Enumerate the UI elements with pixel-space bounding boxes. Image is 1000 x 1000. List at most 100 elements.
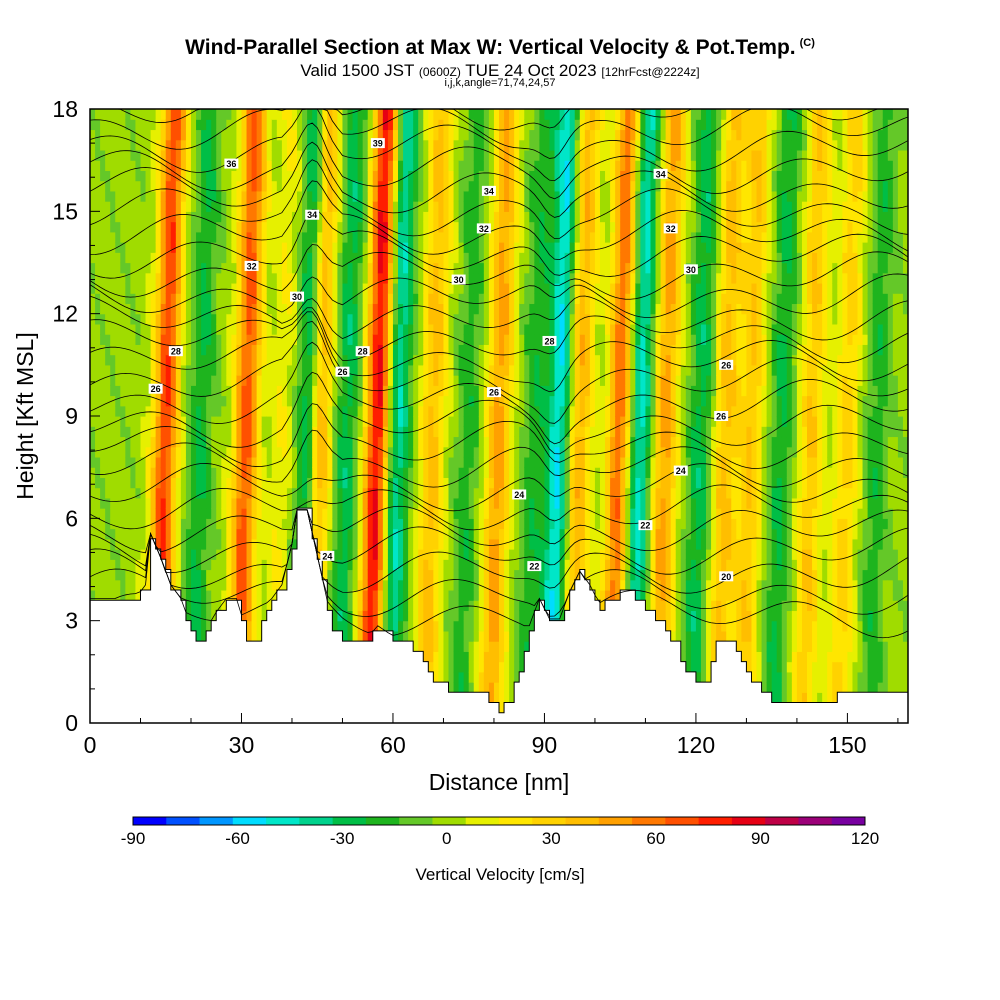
velocity-cell [337,211,344,223]
velocity-cell [418,416,424,427]
velocity-cell [307,416,313,427]
velocity-cell [160,508,167,519]
velocity-cell [271,375,278,386]
velocity-cell [130,416,137,427]
velocity-cell [95,559,101,571]
velocity-cell [332,293,339,305]
velocity-cell [428,446,434,458]
velocity-cell [281,508,288,519]
velocity-cell [443,456,450,468]
velocity-cell [281,549,288,560]
velocity-cell [367,508,374,519]
velocity-cell [478,344,485,356]
velocity-cell [95,549,101,560]
velocity-cell [185,385,192,397]
velocity-cell [423,109,429,120]
velocity-cell [120,201,126,212]
velocity-cell [221,119,227,131]
velocity-cell [453,344,460,356]
velocity-cell [216,487,222,499]
velocity-cell [458,682,465,693]
velocity-cell [418,242,424,253]
velocity-cell [473,231,480,243]
velocity-cell [403,293,409,305]
velocity-cell [100,518,106,530]
velocity-cell [423,293,429,305]
velocity-cell [342,508,349,519]
velocity-cell [377,538,384,550]
velocity-cell [352,180,359,192]
velocity-cell [271,395,278,407]
velocity-cell [488,334,495,345]
velocity-cell [468,487,475,499]
velocity-cell [327,242,333,253]
velocity-cell [463,405,470,417]
velocity-cell [130,364,137,376]
velocity-cell [170,242,177,253]
velocity-cell [398,313,404,325]
velocity-cell [468,364,475,376]
velocity-cell [504,180,510,192]
velocity-cell [483,109,490,120]
velocity-cell [493,282,500,294]
velocity-cell [221,201,227,212]
velocity-cell [382,559,389,571]
velocity-cell [453,221,460,233]
velocity-cell [377,610,384,622]
velocity-cell [342,467,349,478]
velocity-cell [130,446,137,458]
velocity-cell [160,211,167,223]
velocity-cell [120,559,126,571]
velocity-cell [180,487,187,499]
velocity-cell [241,385,248,397]
velocity-cell [352,211,359,223]
velocity-cell [347,528,354,540]
velocity-cell [110,375,116,386]
velocity-cell [423,160,429,171]
velocity-cell [413,569,419,581]
velocity-cell [105,139,111,151]
velocity-cell [458,630,465,642]
velocity-cell [478,416,485,427]
velocity-cell [392,139,399,151]
velocity-cell [140,119,147,131]
velocity-cell [493,211,500,223]
velocity-cell [312,477,318,489]
velocity-cell [478,446,485,458]
velocity-cell [175,518,182,530]
velocity-cell [342,497,349,509]
velocity-cell [453,497,460,509]
velocity-cell [468,272,475,284]
velocity-cell [468,395,475,407]
velocity-cell [332,579,339,591]
velocity-cell [165,282,172,294]
velocity-cell [337,109,344,120]
velocity-cell [337,467,344,478]
velocity-cell [483,293,490,305]
velocity-cell [362,231,369,243]
velocity-cell [302,262,308,274]
velocity-cell [155,375,162,386]
velocity-cell [155,467,162,478]
velocity-cell [418,569,424,581]
velocity-cell [347,569,354,581]
velocity-cell [413,446,419,458]
velocity-cell [337,221,344,233]
velocity-cell [458,139,465,151]
velocity-cell [206,446,212,458]
velocity-cell [352,282,359,294]
velocity-cell [100,538,106,550]
velocity-cell [110,426,116,438]
velocity-cell [211,180,217,192]
velocity-cell [140,180,147,192]
velocity-cell [418,190,424,202]
velocity-cell [145,528,152,540]
velocity-cell [433,549,440,560]
velocity-cell [367,487,374,499]
velocity-cell [488,313,495,325]
velocity-cell [463,487,470,499]
velocity-cell [276,262,283,274]
velocity-cell [509,641,515,652]
velocity-cell [297,160,303,171]
velocity-cell [100,569,106,581]
